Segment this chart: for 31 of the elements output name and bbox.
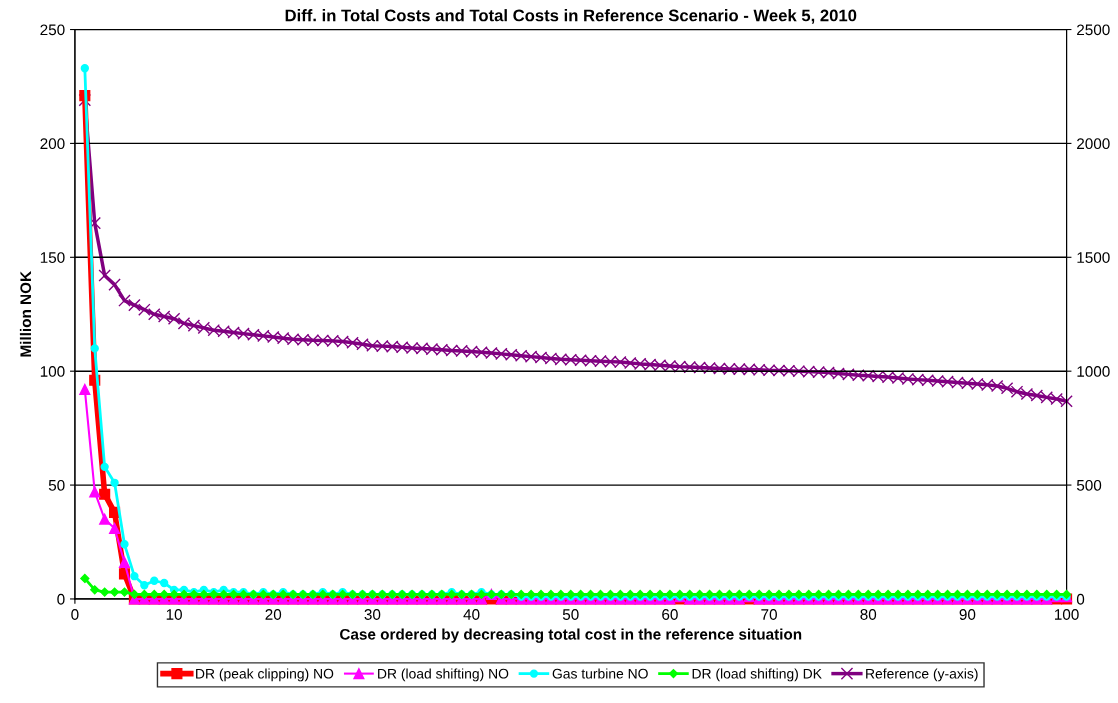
- x-tick-label: 60: [662, 609, 678, 620]
- y2-tick-label: 1000: [1077, 366, 1110, 377]
- x-tick-label: 10: [166, 609, 182, 620]
- y-tick-label: 200: [40, 138, 65, 150]
- legend-label: DR (peak clipping) NO: [196, 668, 334, 682]
- x-tick-label: 20: [265, 609, 282, 620]
- y2-tick-label: 1500: [1077, 252, 1110, 263]
- y-tick-label: 100: [40, 366, 65, 377]
- y-tick-label: 250: [40, 24, 65, 36]
- x-tick-label: 100: [1054, 609, 1079, 620]
- x-tick-label: 80: [860, 609, 877, 620]
- y-tick-label: 150: [40, 252, 65, 263]
- chart-title: Diff. in Total Costs and Total Costs in Reference Scenario - Week 5, 2010: [285, 9, 857, 24]
- y2-tick-label: 2000: [1077, 138, 1110, 150]
- legend-label: DR (load shifting) NO: [378, 668, 509, 682]
- legend-label: Gas turbine NO: [552, 668, 648, 679]
- y2-tick-label: 0: [1076, 593, 1085, 605]
- legend-label: Reference (y-axis): [866, 668, 978, 682]
- x-tick-label: 30: [364, 609, 381, 620]
- x-tick-label: 50: [562, 609, 579, 620]
- y2-tick-label: 500: [1076, 479, 1102, 491]
- y-axis-title: Million NOK: [19, 271, 32, 357]
- x-tick-label: 40: [463, 609, 480, 620]
- legend-label: DR (load shifting) DK: [692, 668, 822, 682]
- x-tick-label: 70: [761, 609, 777, 620]
- x-tick-label: 0: [71, 609, 79, 620]
- x-axis-title: Case ordered by decreasing total cost in the reference situation: [340, 628, 802, 643]
- y-tick-label: 0: [57, 593, 65, 605]
- y-tick-label: 50: [48, 479, 65, 491]
- x-tick-label: 90: [959, 609, 976, 620]
- y2-tick-label: 2500: [1077, 24, 1110, 36]
